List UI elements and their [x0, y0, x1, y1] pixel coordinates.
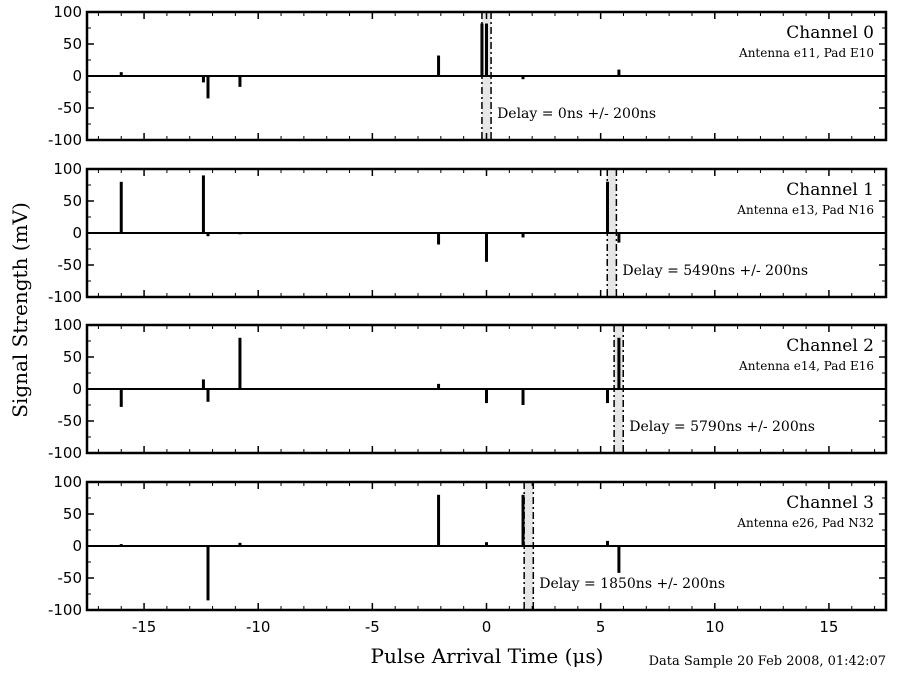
- y-tick-label: 0: [72, 537, 82, 555]
- x-tick-label: -5: [365, 618, 380, 636]
- delay-label: Delay = 5490ns +/- 200ns: [622, 263, 808, 279]
- y-axis-label: Signal Strength (mV): [8, 202, 32, 418]
- x-tick-label: 15: [819, 618, 838, 636]
- antenna-subtitle: Antenna e26, Pad N32: [736, 516, 874, 530]
- delay-label: Delay = 5790ns +/- 200ns: [629, 419, 815, 435]
- x-axis-label: Pulse Arrival Time (μs): [371, 644, 604, 668]
- x-tick-label: -10: [246, 618, 271, 636]
- y-tick-label: 50: [63, 505, 82, 523]
- y-tick-label: -50: [58, 569, 83, 587]
- delay-label: Delay = 1850ns +/- 200ns: [539, 576, 725, 592]
- y-tick-label: -50: [58, 256, 83, 274]
- channel-title: Channel 1: [786, 180, 874, 200]
- y-tick-label: 100: [53, 316, 82, 334]
- x-tick-label: 5: [596, 618, 606, 636]
- x-tick-label: 10: [705, 618, 724, 636]
- y-tick-label: 100: [53, 160, 82, 178]
- y-tick-label: 100: [53, 3, 82, 21]
- delay-label: Delay = 0ns +/- 200ns: [497, 106, 656, 122]
- y-tick-label: -50: [58, 412, 83, 430]
- channel-title: Channel 2: [786, 336, 874, 356]
- y-tick-label: -100: [48, 444, 82, 462]
- channel-panel: 100 50 0 -50 -100 Channel 3 Antenna e26, Pad N…: [48, 473, 888, 619]
- y-tick-label: -100: [48, 288, 82, 306]
- y-tick-label: 100: [53, 473, 82, 491]
- channel-panel: 100 50 0 -50 -100 Channel 2 Antenna e14, Pad E…: [48, 316, 888, 462]
- y-tick-label: -100: [48, 131, 82, 149]
- antenna-subtitle: Antenna e14, Pad E16: [738, 359, 874, 373]
- antenna-subtitle: Antenna e13, Pad N16: [736, 203, 874, 217]
- channel-title: Channel 0: [786, 23, 874, 43]
- antenna-subtitle: Antenna e11, Pad E10: [738, 46, 874, 60]
- x-tick-label: -15: [132, 618, 157, 636]
- channel-panel: 100 50 0 -50 -100 Channel 0 Antenna e11, Pad E…: [48, 3, 888, 149]
- y-tick-label: -50: [58, 99, 83, 117]
- channel-title: Channel 3: [786, 493, 874, 513]
- y-tick-label: 50: [63, 348, 82, 366]
- y-tick-label: 0: [72, 224, 82, 242]
- x-tick-label: 0: [482, 618, 492, 636]
- y-tick-label: 50: [63, 192, 82, 210]
- y-tick-label: 0: [72, 380, 82, 398]
- y-tick-label: 0: [72, 67, 82, 85]
- y-tick-label: 50: [63, 35, 82, 53]
- channel-panel: 100 50 0 -50 -100 Channel 1 Antenna e13, Pad N…: [48, 160, 888, 306]
- y-tick-label: -100: [48, 601, 82, 619]
- data-sample-footnote: Data Sample 20 Feb 2008, 01:42:07: [649, 654, 886, 669]
